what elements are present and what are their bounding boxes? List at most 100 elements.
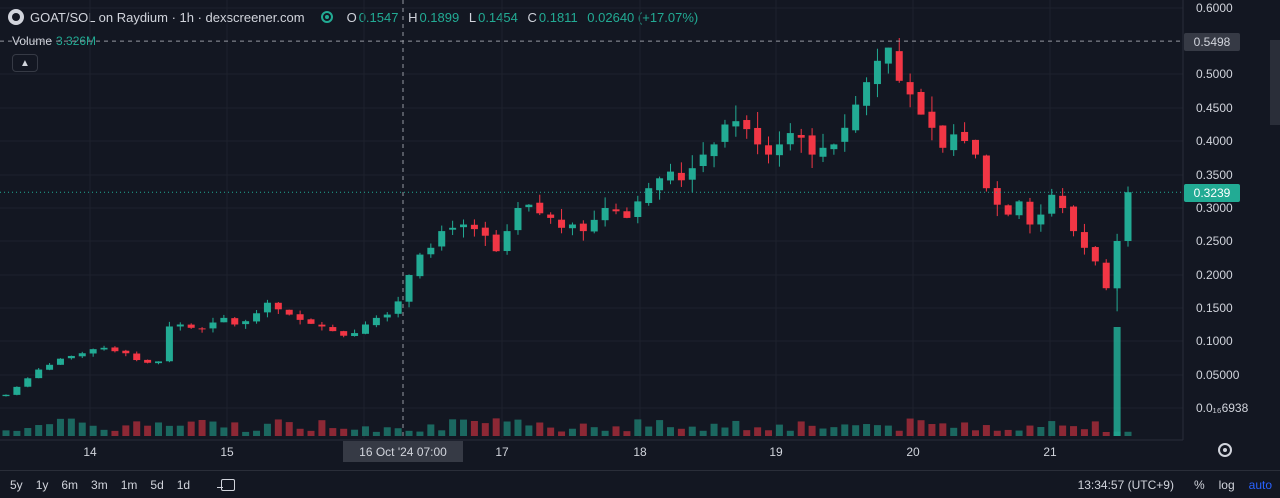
timeframe-3m[interactable]: 3m	[91, 477, 108, 492]
volume-bar	[35, 425, 43, 436]
volume-bar	[1026, 425, 1034, 436]
candle-body	[198, 328, 206, 330]
candle-body	[939, 125, 947, 148]
volume-bar	[46, 424, 54, 436]
candle-body	[133, 353, 141, 361]
candle-body	[863, 82, 871, 106]
y-tick-label: 0.2000	[1196, 268, 1233, 282]
date-range-icon[interactable]	[217, 478, 236, 491]
volume-bar	[209, 421, 217, 436]
volume-bar	[830, 427, 838, 436]
volume-bar	[285, 422, 293, 436]
x-tick-label: 21	[1043, 445, 1057, 459]
change-value: 0.02640 (+17.07%)	[587, 9, 699, 25]
volume-bar	[1048, 421, 1056, 436]
y-tick-label: 0.1000	[1196, 334, 1233, 348]
candle-body	[656, 178, 664, 191]
candles	[2, 38, 1132, 397]
x-tick-label: 15	[220, 445, 234, 459]
volume-bar	[765, 430, 773, 436]
volume-bar	[449, 419, 457, 436]
y-tick-label: 0.2500	[1196, 234, 1233, 248]
volume-bar	[253, 430, 261, 436]
volume-bar	[634, 419, 642, 436]
candle-body	[274, 302, 282, 310]
timeframe-1d[interactable]: 1d	[176, 477, 191, 492]
percent-scale-toggle[interactable]: %	[1193, 477, 1205, 492]
price-chart[interactable]: 0.6000 0.5000 0.4500 0.4000 0.3500 0.3000 0.25…	[0, 0, 1280, 470]
candle-body	[187, 324, 195, 328]
y-tick-label: 0.3500	[1196, 168, 1233, 182]
side-scrollbar[interactable]	[1270, 40, 1280, 125]
volume-bar	[579, 423, 587, 436]
candle-body	[78, 353, 86, 357]
volume-bar	[699, 430, 707, 436]
candle-body	[841, 127, 849, 142]
candle-body	[677, 172, 685, 181]
timeframe-6m[interactable]: 6m	[61, 477, 79, 492]
candle-body	[819, 147, 827, 157]
timeframe-1y[interactable]: 1y	[35, 477, 49, 492]
volume-bar	[514, 419, 522, 436]
candle-body	[100, 347, 108, 350]
volume-bar	[982, 425, 990, 436]
volume-bar	[928, 424, 936, 436]
volume-bar	[743, 430, 751, 436]
volume-bar	[873, 425, 881, 436]
volume-bar	[710, 423, 718, 436]
open-key: O	[346, 9, 357, 25]
volume-bar	[329, 428, 337, 436]
volume-bar	[950, 427, 958, 436]
log-scale-toggle[interactable]: log	[1218, 477, 1235, 492]
candle-body	[144, 359, 152, 363]
candle-body	[253, 313, 261, 322]
candle-body	[623, 211, 631, 218]
volume-bar	[884, 425, 892, 436]
candle-body	[416, 254, 424, 277]
volume-bar	[361, 426, 369, 436]
volume-bar	[198, 419, 206, 436]
candle-body	[797, 135, 805, 138]
volume-bar	[1102, 431, 1110, 436]
volume-bar	[438, 430, 446, 436]
volume-bar	[503, 421, 511, 436]
volume-bar	[1059, 425, 1067, 436]
volume-bar	[1091, 421, 1099, 436]
candle-body	[1026, 201, 1034, 225]
candle-body	[699, 154, 707, 167]
timeframe-1m[interactable]: 1m	[120, 477, 138, 492]
time-axis[interactable]: 14 15 17 18 19 20 21	[0, 439, 1183, 459]
close-key: C	[527, 9, 537, 25]
y-tick-label: 0.4000	[1196, 134, 1233, 148]
timeframe-5d[interactable]: 5d	[150, 477, 164, 492]
volume-bar	[165, 425, 173, 436]
volume-bar	[13, 430, 21, 436]
volume-bar	[623, 431, 631, 436]
candle-body	[329, 327, 337, 332]
volume-bar	[56, 418, 64, 436]
candle-body	[242, 321, 250, 325]
low-value: 0.1454	[478, 9, 518, 25]
auto-scale-toggle[interactable]: auto	[1248, 477, 1272, 492]
settings-icon[interactable]	[1218, 443, 1232, 457]
volume-bar	[612, 426, 620, 436]
volume-bar	[895, 430, 903, 436]
candle-body	[688, 168, 696, 180]
price-axis[interactable]: 0.6000 0.5000 0.4500 0.4000 0.3500 0.3000 0.25…	[1182, 0, 1249, 440]
candle-body	[231, 318, 239, 325]
candle-body	[525, 204, 533, 208]
collapse-legend-button[interactable]: ▲	[12, 54, 38, 72]
candle-body	[961, 131, 969, 141]
volume-bar	[939, 423, 947, 436]
candle-body	[481, 227, 489, 236]
symbol-title[interactable]: GOAT/SOL on Raydium · 1h · dexscreener.c…	[30, 9, 305, 25]
volume-bar	[100, 429, 108, 436]
volume-bar	[220, 427, 228, 436]
candle-body	[830, 144, 838, 150]
y-tick-label: 0.4500	[1196, 101, 1233, 115]
candle-body	[1048, 194, 1056, 214]
scale-tools: 13:34:57 (UTC+9) % log auto	[1078, 471, 1272, 498]
timeframe-5y[interactable]: 5y	[10, 477, 23, 492]
crosshair-date-label: 16 Oct '24 07:00	[343, 441, 463, 462]
volume-bar	[111, 430, 119, 436]
